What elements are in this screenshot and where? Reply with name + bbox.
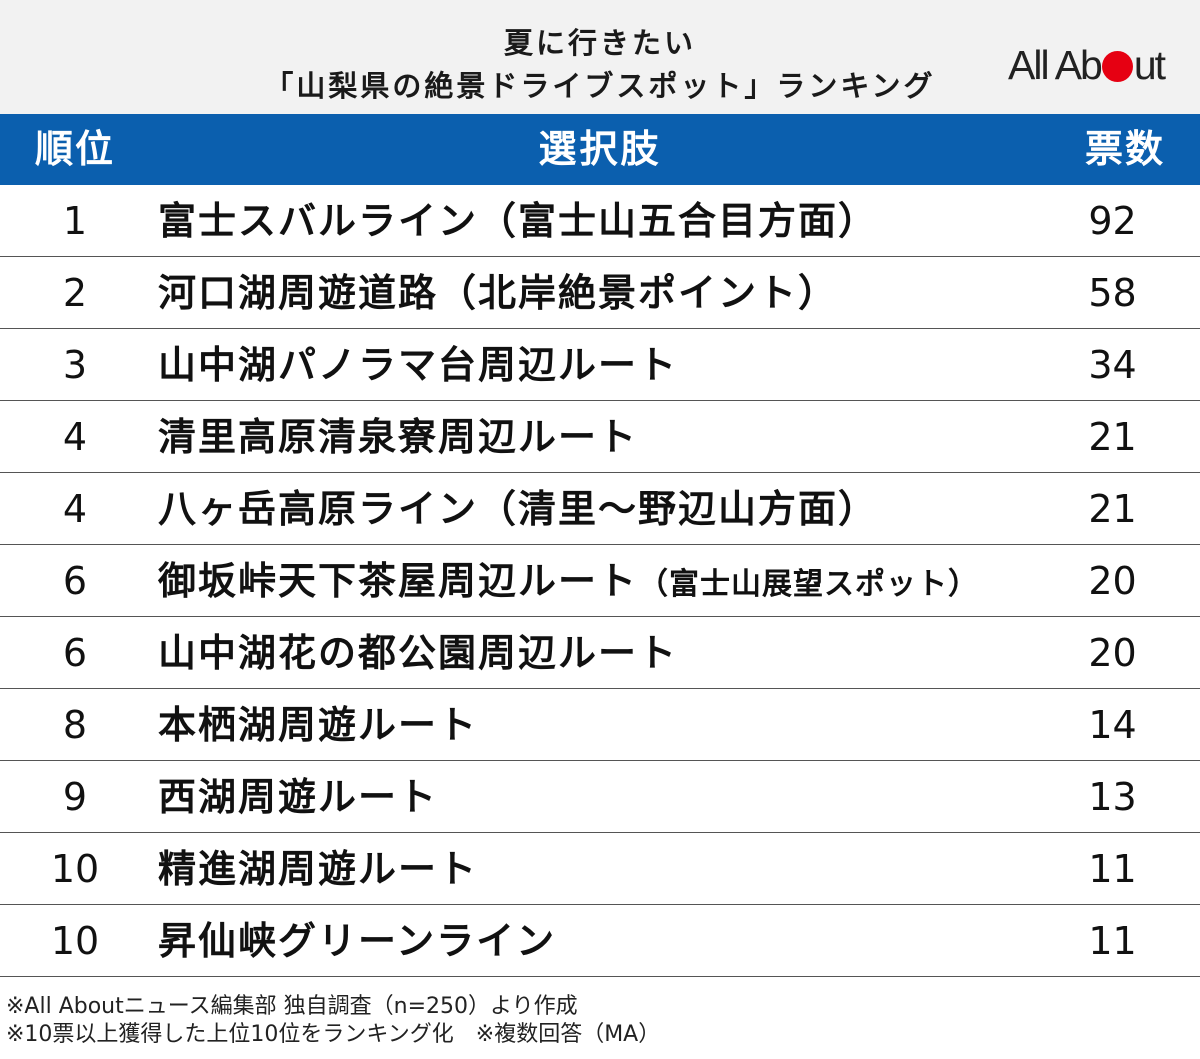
ranking-table: 順位 選択肢 票数 1 富士スバルライン（富士山五合目方面） 92 2 河口湖周遊道路（… xyxy=(0,114,1200,977)
table-row: 2 河口湖周遊道路（北岸絶景ポイント） 58 xyxy=(0,257,1200,329)
option-cell: 山中湖花の都公園周辺ルート xyxy=(158,617,678,689)
rank-cell: 6 xyxy=(62,559,88,603)
option-cell: 本栖湖周遊ルート xyxy=(158,689,478,761)
votes-cell: 34 xyxy=(1088,343,1137,387)
table-row: 10 昇仙峡グリーンライン 11 xyxy=(0,905,1200,977)
rank-cell: 2 xyxy=(62,271,88,315)
option-name: 八ヶ岳高原ライン（清里〜野辺山方面） xyxy=(158,487,879,531)
rank-cell: 8 xyxy=(62,703,88,747)
table-row: 3 山中湖パノラマ台周辺ルート 34 xyxy=(0,329,1200,401)
option-name: 河口湖周遊道路（北岸絶景ポイント） xyxy=(158,271,839,315)
votes-cell: 20 xyxy=(1088,631,1137,675)
option-name: 山中湖花の都公園周辺ルート xyxy=(158,631,679,675)
table-row: 9 西湖周遊ルート 13 xyxy=(0,761,1200,833)
option-name: 西湖周遊ルート xyxy=(158,775,439,819)
table-row: 1 富士スバルライン（富士山五合目方面） 92 xyxy=(0,185,1200,257)
votes-cell: 11 xyxy=(1088,847,1137,891)
title-line-1: 夏に行きたい xyxy=(503,26,696,60)
rank-cell: 9 xyxy=(62,775,88,819)
option-cell: 西湖周遊ルート xyxy=(158,761,438,833)
option-note: （富士山展望スポット） xyxy=(638,567,980,602)
table-row: 6 山中湖花の都公園周辺ルート 20 xyxy=(0,617,1200,689)
table-header: 順位 選択肢 票数 xyxy=(0,114,1200,185)
table-body: 1 富士スバルライン（富士山五合目方面） 92 2 河口湖周遊道路（北岸絶景ポイント） 5… xyxy=(0,185,1200,977)
logo-text-prefix: All Ab xyxy=(1008,42,1103,88)
footnote-source: ※All Aboutニュース編集部 独自調査（n=250）より作成 xyxy=(6,994,578,1019)
table-row: 8 本栖湖周遊ルート 14 xyxy=(0,689,1200,761)
logo-text-suffix: ut xyxy=(1133,42,1166,88)
votes-cell: 21 xyxy=(1088,415,1137,459)
option-cell: 御坂峠天下茶屋周辺ルート（富士山展望スポット） xyxy=(158,545,979,617)
rank-cell: 6 xyxy=(62,631,88,675)
option-cell: 昇仙峡グリーンライン xyxy=(158,905,556,977)
table-row: 4 清里高原清泉寮周辺ルート 21 xyxy=(0,401,1200,473)
votes-cell: 14 xyxy=(1088,703,1137,747)
option-cell: 精進湖周遊ルート xyxy=(158,833,478,905)
column-header-votes: 票数 xyxy=(1084,127,1165,171)
option-cell: 八ヶ岳高原ライン（清里〜野辺山方面） xyxy=(158,473,878,545)
votes-cell: 20 xyxy=(1088,559,1137,603)
option-name: 本栖湖周遊ルート xyxy=(158,703,479,747)
rank-cell: 4 xyxy=(62,487,88,531)
rank-cell: 3 xyxy=(62,343,88,387)
option-name: 清里高原清泉寮周辺ルート xyxy=(158,415,639,459)
column-header-option: 選択肢 xyxy=(538,127,662,171)
votes-cell: 13 xyxy=(1088,775,1137,819)
footnotes: ※All Aboutニュース編集部 独自調査（n=250）より作成 ※10票以上… xyxy=(6,993,660,1049)
all-about-logo: All Ab ut xyxy=(1008,40,1166,90)
option-name: 富士スバルライン（富士山五合目方面） xyxy=(158,199,879,243)
table-row: 4 八ヶ岳高原ライン（清里〜野辺山方面） 21 xyxy=(0,473,1200,545)
option-name: 御坂峠天下茶屋周辺ルート xyxy=(158,559,639,603)
option-name: 山中湖パノラマ台周辺ルート xyxy=(158,343,679,387)
option-cell: 富士スバルライン（富士山五合目方面） xyxy=(158,185,878,257)
votes-cell: 21 xyxy=(1088,487,1137,531)
votes-cell: 92 xyxy=(1088,199,1137,243)
rank-cell: 10 xyxy=(50,919,100,963)
rank-cell: 1 xyxy=(62,199,88,243)
option-cell: 清里高原清泉寮周辺ルート xyxy=(158,401,638,473)
table-row: 10 精進湖周遊ルート 11 xyxy=(0,833,1200,905)
logo-dot-icon xyxy=(1101,51,1133,82)
option-name: 昇仙峡グリーンライン xyxy=(158,919,557,963)
option-cell: 河口湖周遊道路（北岸絶景ポイント） xyxy=(158,257,838,329)
votes-cell: 11 xyxy=(1088,919,1137,963)
title-line-2: 「山梨県の絶景ドライブスポット」ランキング xyxy=(264,69,936,103)
option-cell: 山中湖パノラマ台周辺ルート xyxy=(158,329,678,401)
rank-cell: 4 xyxy=(62,415,88,459)
page-title: 夏に行きたい 「山梨県の絶景ドライブスポット」ランキング xyxy=(0,22,1200,108)
table-row: 6 御坂峠天下茶屋周辺ルート（富士山展望スポット） 20 xyxy=(0,545,1200,617)
column-header-rank: 順位 xyxy=(34,127,115,171)
header: 夏に行きたい 「山梨県の絶景ドライブスポット」ランキング All Ab ut xyxy=(0,0,1200,114)
footnote-method: ※10票以上獲得した上位10位をランキング化 ※複数回答（MA） xyxy=(6,1022,661,1047)
votes-cell: 58 xyxy=(1088,271,1137,315)
option-name: 精進湖周遊ルート xyxy=(158,847,479,891)
rank-cell: 10 xyxy=(50,847,100,891)
